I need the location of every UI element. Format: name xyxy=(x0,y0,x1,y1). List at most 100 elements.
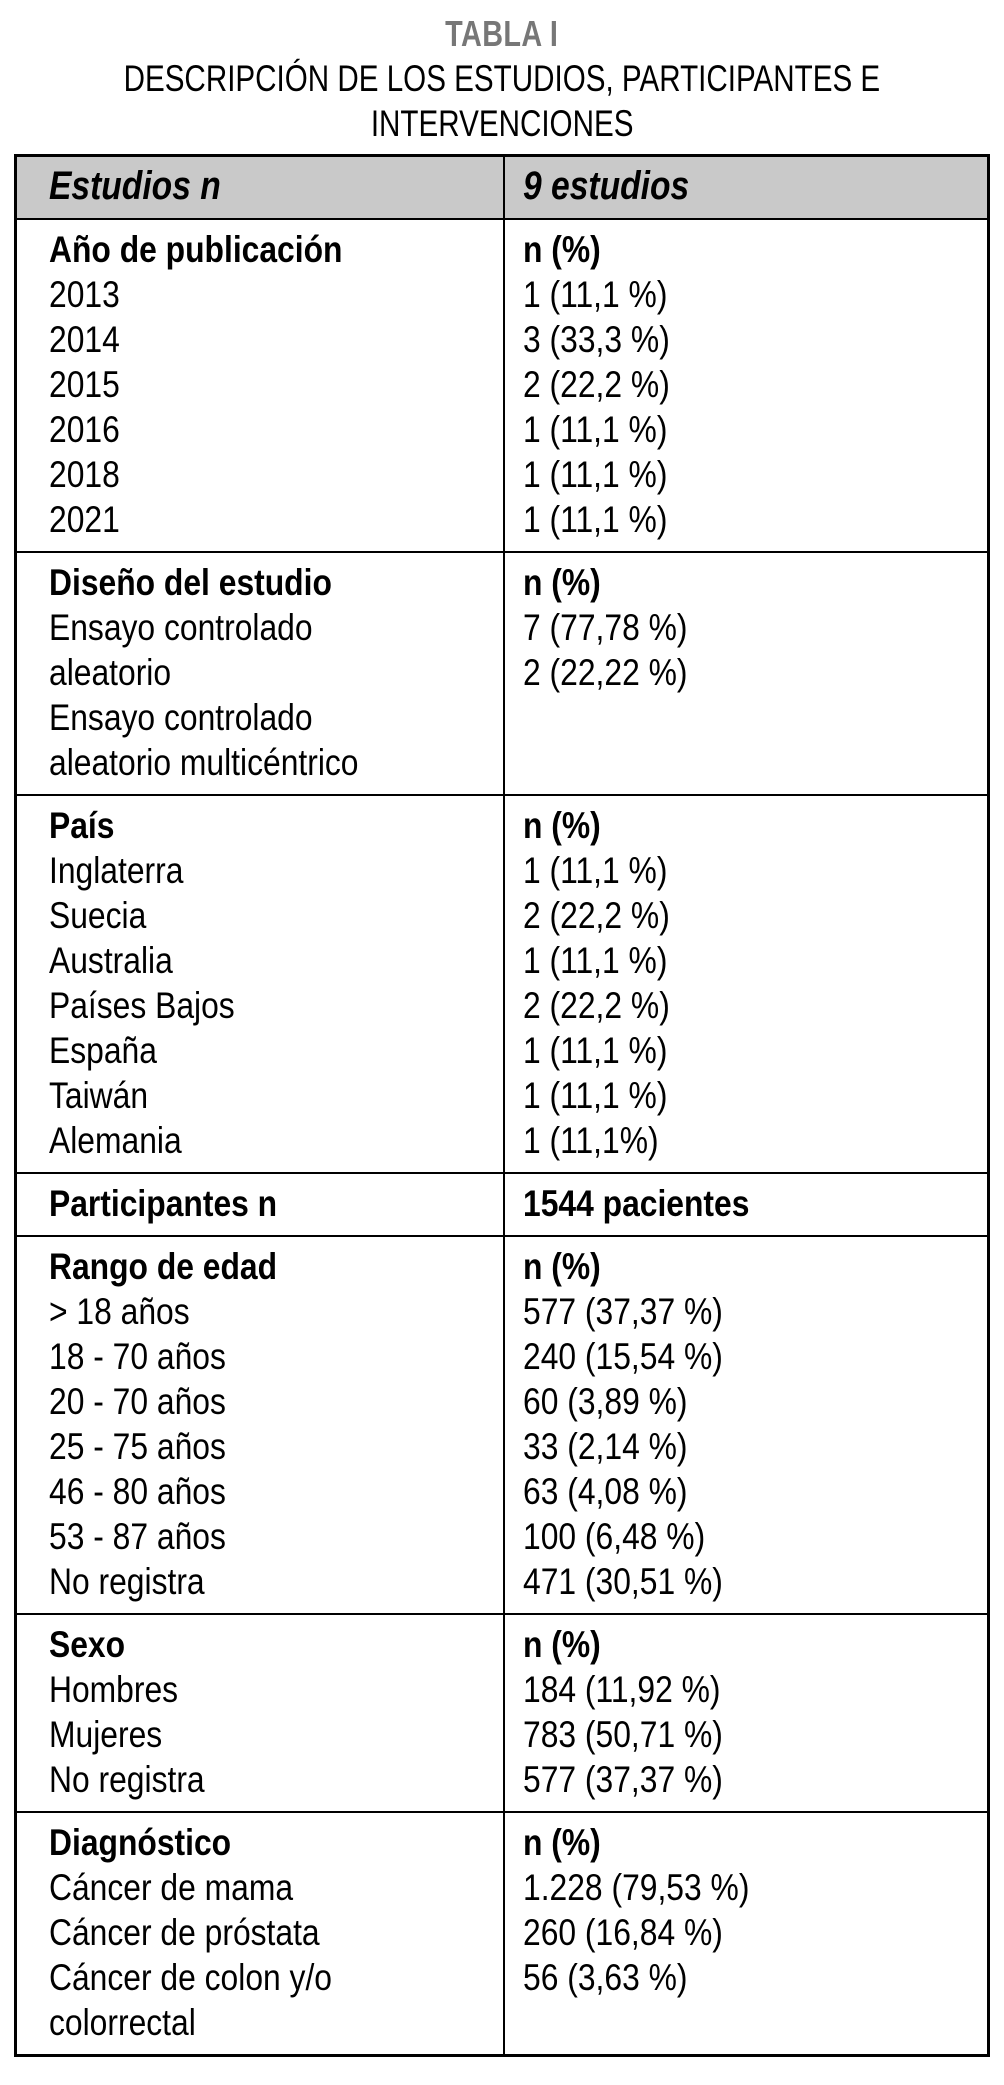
value-cell: n (%) 577 (37,37 %) 240 (15,54 %) 60 (3,89 … xyxy=(502,1235,990,1615)
header-cell-right: 9 estudios xyxy=(502,154,990,220)
cell-text: Cáncer de mama xyxy=(49,1867,294,1908)
table-head: Estudios n 9 estudios xyxy=(14,154,990,220)
cell-text: 2013 xyxy=(49,274,120,315)
cell-text: 56 (3,63 %) xyxy=(522,1957,688,1998)
cell-text: 1 (11,1 %) xyxy=(522,274,667,315)
section-item-label: 18 - 70 años xyxy=(49,1334,495,1379)
section-item-label: > 18 años xyxy=(49,1289,495,1334)
cell-text: 2 (22,2 %) xyxy=(522,364,670,405)
table-section-row: Diagnóstico Cáncer de mama Cáncer de próst… xyxy=(14,1811,990,2057)
section-item-label: 2021 xyxy=(49,497,495,542)
cell-text: 1 (11,1 %) xyxy=(522,409,667,450)
cell-text: 1 (11,1 %) xyxy=(522,1075,667,1116)
section-header-value: n (%) xyxy=(523,560,980,605)
cell-text: Ensayo controlado xyxy=(49,697,313,738)
cell-text: 1 (11,1%) xyxy=(522,1120,659,1161)
cell-text: 471 (30,51 %) xyxy=(522,1561,723,1602)
table-subtitle-text-2: INTERVENCIONES xyxy=(370,103,634,144)
cell-text: 100 (6,48 %) xyxy=(522,1516,705,1557)
section-item-value: 33 (2,14 %) xyxy=(523,1424,980,1469)
cell-text: aleatorio xyxy=(49,652,172,693)
cell-text: 7 (77,78 %) xyxy=(522,607,688,648)
cell-text: n (%) xyxy=(522,805,601,846)
cell-text: Año de publicación xyxy=(49,229,343,270)
cell-text: 184 (11,92 %) xyxy=(522,1669,721,1710)
cell-text: Diseño del estudio xyxy=(49,562,332,603)
table-number-text: TABLA I xyxy=(445,13,559,54)
section-item-label: Mujeres xyxy=(49,1712,495,1757)
cell-text: No registra xyxy=(49,1759,205,1800)
cell-text: España xyxy=(49,1030,157,1071)
cell-text: 2 (22,2 %) xyxy=(522,895,670,936)
cell-text: 2018 xyxy=(49,454,120,495)
cell-text: 2021 xyxy=(49,499,120,540)
section-item-value: 1 (11,1%) xyxy=(523,1118,980,1163)
section-item-value: 240 (15,54 %) xyxy=(523,1334,980,1379)
table-section-row: Rango de edad > 18 años 18 - 70 años 20 - 7… xyxy=(14,1235,990,1615)
table-section-row: Sexo Hombres Mujeres No registra n (%) 184 (1… xyxy=(14,1613,990,1813)
section-item-label: 25 - 75 años xyxy=(49,1424,495,1469)
section-item-label: Ensayo controlado xyxy=(49,695,495,740)
category-cell: Año de publicación 2013 2014 2015 2016 2018 20… xyxy=(14,218,505,553)
value-cell: n (%) 1 (11,1 %) 2 (22,2 %) 1 (11,1 %) 2 (22… xyxy=(502,794,990,1174)
cell-text: Rango de edad xyxy=(49,1246,278,1287)
section-item-value: 1 (11,1 %) xyxy=(523,497,980,542)
section-item-value: 260 (16,84 %) xyxy=(523,1910,980,1955)
cell-text: 240 (15,54 %) xyxy=(522,1336,723,1377)
cell-text: 1544 pacientes xyxy=(522,1183,749,1224)
table-subtitle-text-1: DESCRIPCIÓN DE LOS ESTUDIOS, PARTICIPANT… xyxy=(123,58,881,99)
section-item-value: 63 (4,08 %) xyxy=(523,1469,980,1514)
section-item-value: 1 (11,1 %) xyxy=(523,848,980,893)
section-item-value: 60 (3,89 %) xyxy=(523,1379,980,1424)
cell-text: País xyxy=(49,805,115,846)
cell-text: 33 (2,14 %) xyxy=(522,1426,688,1467)
table-section-row: Diseño del estudio Ensayo controlado aleat… xyxy=(14,551,990,796)
header-text-right: 9 estudios xyxy=(522,164,689,208)
cell-text: 2015 xyxy=(49,364,120,405)
header-cell-left: Estudios n xyxy=(14,154,505,220)
cell-text: 783 (50,71 %) xyxy=(522,1714,723,1755)
table-section-row: País Inglaterra Suecia Australia Países Bajo… xyxy=(14,794,990,1174)
cell-text: 577 (37,37 %) xyxy=(522,1759,723,1800)
cell-text: Australia xyxy=(49,940,173,981)
section-item-value: 56 (3,63 %) xyxy=(523,1955,980,2000)
section-header-value: n (%) xyxy=(523,803,980,848)
table-number-title: TABLA I xyxy=(0,12,1004,56)
section-header-label: Diseño del estudio xyxy=(49,560,495,605)
section-item-label: No registra xyxy=(49,1757,495,1802)
section-item-value: 2 (22,2 %) xyxy=(523,983,980,1028)
section-header-value: 1544 pacientes xyxy=(523,1181,980,1226)
cell-text: Suecia xyxy=(49,895,147,936)
cell-text: Hombres xyxy=(49,1669,179,1710)
section-item-label: colorrectal xyxy=(49,2000,495,2045)
section-item-label: 20 - 70 años xyxy=(49,1379,495,1424)
cell-text: n (%) xyxy=(522,1246,601,1287)
cell-text: aleatorio multicéntrico xyxy=(49,742,359,783)
section-item-value: 2 (22,2 %) xyxy=(523,362,980,407)
cell-text: 2014 xyxy=(49,319,120,360)
cell-text: 53 - 87 años xyxy=(49,1516,226,1557)
section-item-label: 2014 xyxy=(49,317,495,362)
section-item-value: 1 (11,1 %) xyxy=(523,1028,980,1073)
section-item-label: Cáncer de próstata xyxy=(49,1910,495,1955)
cell-text: 63 (4,08 %) xyxy=(522,1471,688,1512)
section-item-label: Australia xyxy=(49,938,495,983)
cell-text: n (%) xyxy=(522,562,601,603)
table-body: Año de publicación 2013 2014 2015 2016 2018 20… xyxy=(14,218,990,2057)
section-item-value: 184 (11,92 %) xyxy=(523,1667,980,1712)
cell-text: No registra xyxy=(49,1561,205,1602)
section-item-label: Ensayo controlado xyxy=(49,605,495,650)
section-item-label: España xyxy=(49,1028,495,1073)
value-cell: n (%) 1.228 (79,53 %) 260 (16,84 %) 56 (3,6… xyxy=(502,1811,990,2057)
cell-text: n (%) xyxy=(522,1822,601,1863)
section-item-value: 1.228 (79,53 %) xyxy=(523,1865,980,1910)
cell-text: 260 (16,84 %) xyxy=(522,1912,723,1953)
category-cell: Diagnóstico Cáncer de mama Cáncer de próst… xyxy=(14,1811,505,2057)
section-item-label: 2018 xyxy=(49,452,495,497)
cell-text: 60 (3,89 %) xyxy=(522,1381,688,1422)
section-item-label: Inglaterra xyxy=(49,848,495,893)
section-item-value: 1 (11,1 %) xyxy=(523,1073,980,1118)
section-item-value: 100 (6,48 %) xyxy=(523,1514,980,1559)
section-item-value: 577 (37,37 %) xyxy=(523,1289,980,1334)
section-item-label: 53 - 87 años xyxy=(49,1514,495,1559)
